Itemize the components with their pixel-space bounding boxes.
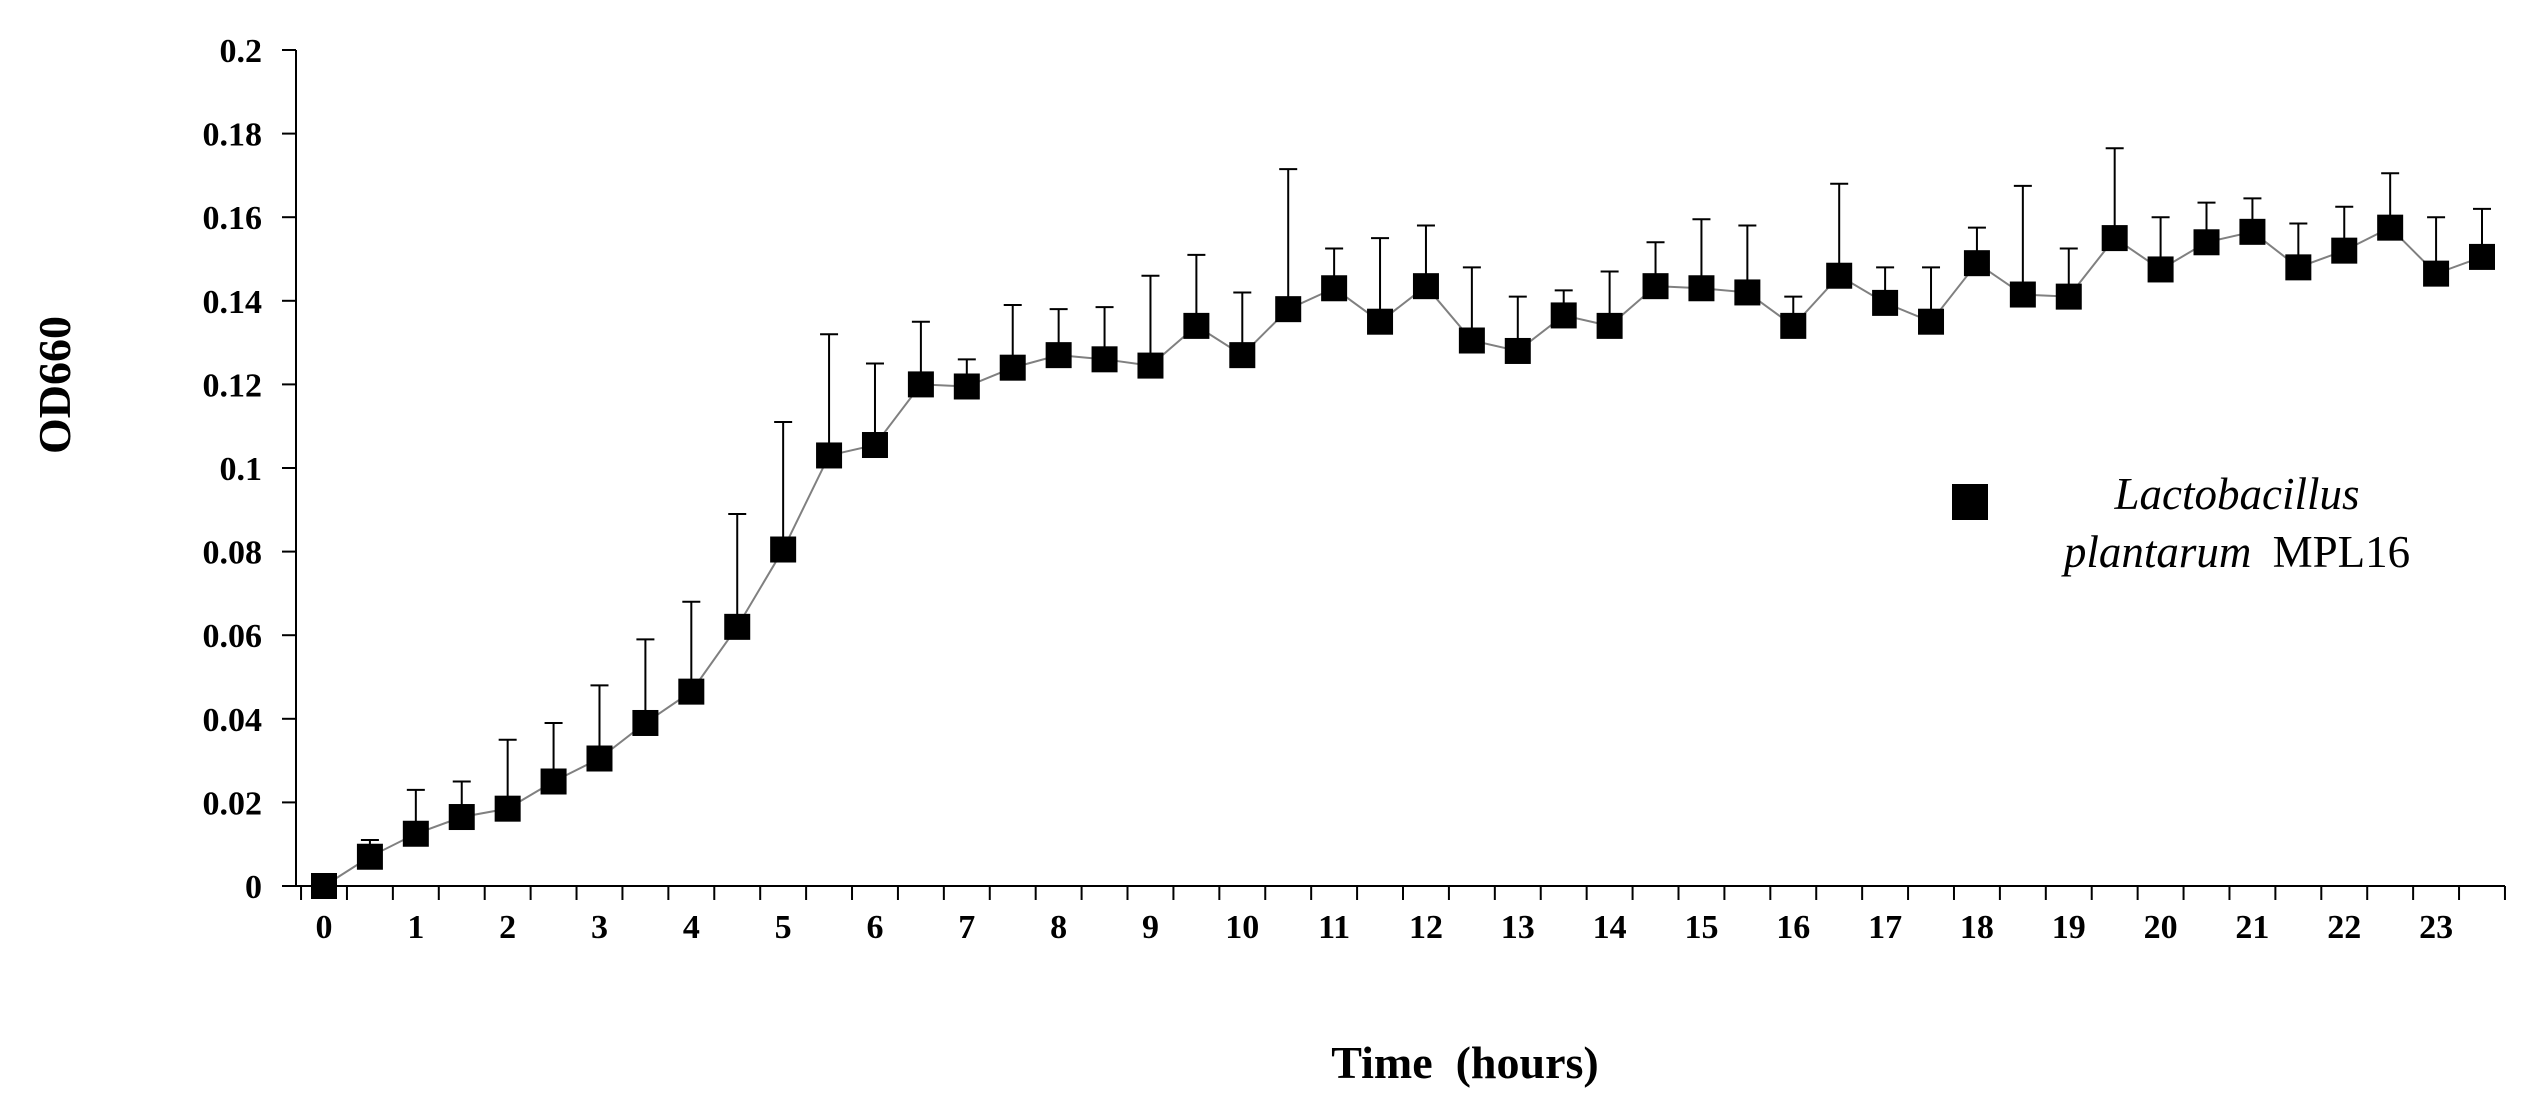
data-point <box>1504 337 1531 364</box>
data-point <box>1137 352 1164 379</box>
y-tick-label: 0.1 <box>220 451 263 488</box>
data-point <box>2147 256 2174 283</box>
y-tick-label: 0.14 <box>203 284 263 321</box>
y-tick-label: 0 <box>245 869 262 906</box>
x-axis-ticks: 0 1 2 3 4 5 6 7 8 9 10 11 12 13 14 15 16 17 18 19 20 21 22 23 <box>300 886 2506 946</box>
x-tick-label: 8 <box>1050 909 1067 946</box>
y-tick-label: 0.02 <box>203 785 263 822</box>
x-tick-label: 17 <box>1868 909 1902 946</box>
data-point <box>816 442 843 469</box>
data-point <box>448 804 475 831</box>
data-point <box>1045 342 1072 369</box>
data-point <box>2101 225 2128 252</box>
x-tick-label: 10 <box>1225 909 1259 946</box>
data-point <box>2377 214 2404 241</box>
data-point <box>1826 262 1853 289</box>
y-tick-label: 0.18 <box>203 117 263 154</box>
legend-marker <box>1952 484 1988 520</box>
y-axis-title: OD660 <box>29 316 80 454</box>
x-tick-label: 4 <box>683 909 700 946</box>
data-point <box>2055 283 2082 310</box>
data-point <box>311 873 337 899</box>
data-point <box>1412 273 1439 300</box>
y-tick-label: 0.2 <box>220 33 263 70</box>
data-point <box>1183 312 1210 339</box>
data-point <box>540 768 567 795</box>
data-point <box>2285 254 2312 281</box>
data-point <box>2469 243 2495 270</box>
x-tick-label: 1 <box>407 909 424 946</box>
data-point <box>1091 346 1118 373</box>
data-point <box>678 678 705 705</box>
data-point <box>1688 275 1715 302</box>
x-axis-title: Time (hours) <box>1331 1037 1599 1088</box>
data-point <box>356 843 383 870</box>
x-tick-label: 2 <box>499 909 516 946</box>
data-point <box>1918 308 1945 335</box>
x-tick-label: 12 <box>1409 909 1443 946</box>
data-point <box>1458 327 1485 354</box>
x-tick-label: 15 <box>1684 909 1718 946</box>
legend-label-line2: plantarum MPL16 <box>2061 527 2410 577</box>
x-tick-label: 18 <box>1960 909 1994 946</box>
data-point <box>2239 218 2266 245</box>
data-point <box>907 371 934 398</box>
data-point <box>1321 275 1348 302</box>
y-tick-label: 0.08 <box>203 535 263 572</box>
x-tick-label: 20 <box>2144 909 2178 946</box>
data-point <box>1872 289 1899 316</box>
data-point <box>1642 273 1669 300</box>
y-tick-label: 0.04 <box>203 702 263 739</box>
x-tick-label: 22 <box>2327 909 2361 946</box>
data-point <box>1734 279 1761 306</box>
data-point <box>999 354 1026 381</box>
data-point <box>770 536 797 563</box>
data-point <box>494 795 521 822</box>
data-point <box>1275 296 1302 323</box>
data-point <box>1367 308 1394 335</box>
legend: Lactobacillus plantarum MPL16 <box>1952 469 2410 577</box>
y-tick-label: 0.06 <box>203 618 263 655</box>
data-point <box>724 613 751 640</box>
data-point <box>1596 312 1623 339</box>
x-tick-label: 14 <box>1593 909 1627 946</box>
y-axis-ticks: 0 0.02 0.04 0.06 0.08 0.1 0.12 0.14 0.16 0.18 0.2 <box>203 33 296 906</box>
x-tick-label: 13 <box>1501 909 1535 946</box>
data-point <box>1780 312 1807 339</box>
x-tick-label: 19 <box>2052 909 2086 946</box>
data-point <box>1229 342 1256 369</box>
x-tick-label: 5 <box>775 909 792 946</box>
y-tick-label: 0.12 <box>203 367 263 404</box>
data-point <box>2423 260 2450 287</box>
axes <box>295 50 2505 887</box>
legend-label-strain: MPL16 <box>2273 527 2411 577</box>
data-point <box>1963 250 1990 277</box>
data-point <box>953 373 980 400</box>
data-point <box>861 432 888 459</box>
data-point <box>586 745 613 772</box>
series-layer <box>311 147 2495 899</box>
x-tick-label: 3 <box>591 909 608 946</box>
data-point <box>632 709 659 736</box>
x-tick-label: 9 <box>1142 909 1159 946</box>
legend-label-species: plantarum <box>2061 527 2252 577</box>
data-point <box>402 820 429 847</box>
x-tick-label: 0 <box>316 909 333 946</box>
x-tick-label: 6 <box>866 909 883 946</box>
data-point <box>2193 229 2220 256</box>
x-tick-label: 7 <box>958 909 975 946</box>
data-point <box>2331 237 2358 264</box>
data-point <box>1550 302 1577 329</box>
x-tick-label: 21 <box>2235 909 2269 946</box>
x-tick-label: 23 <box>2419 909 2453 946</box>
data-point <box>2009 281 2036 308</box>
x-tick-label: 11 <box>1318 909 1350 946</box>
y-tick-label: 0.16 <box>203 200 263 237</box>
legend-label-line1: Lactobacillus <box>2114 469 2360 519</box>
x-tick-label: 16 <box>1776 909 1810 946</box>
